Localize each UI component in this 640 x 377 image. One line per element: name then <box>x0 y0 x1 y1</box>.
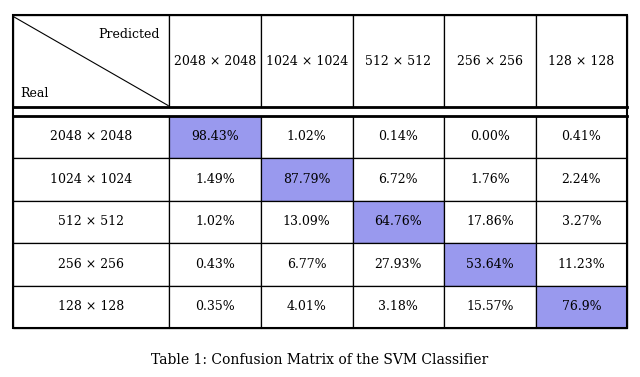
Bar <box>13 15 627 328</box>
Bar <box>13 285 170 328</box>
Text: 27.93%: 27.93% <box>374 258 422 271</box>
Text: 1024 × 1024: 1024 × 1024 <box>50 173 132 186</box>
Text: 128 × 128: 128 × 128 <box>58 300 124 313</box>
Bar <box>170 201 261 243</box>
Bar <box>353 201 444 243</box>
Bar <box>536 116 627 158</box>
Text: 13.09%: 13.09% <box>283 215 331 228</box>
Text: 0.14%: 0.14% <box>378 130 419 144</box>
Text: 76.9%: 76.9% <box>562 300 601 313</box>
Text: 512 × 512: 512 × 512 <box>365 55 431 68</box>
Text: 17.86%: 17.86% <box>466 215 514 228</box>
Text: 128 × 128: 128 × 128 <box>548 55 614 68</box>
Text: 0.41%: 0.41% <box>561 130 602 144</box>
Text: 2048 × 2048: 2048 × 2048 <box>50 130 132 144</box>
Bar <box>536 158 627 201</box>
Text: 512 × 512: 512 × 512 <box>58 215 124 228</box>
Bar <box>536 15 627 107</box>
Text: 3.18%: 3.18% <box>378 300 419 313</box>
Text: 15.57%: 15.57% <box>466 300 514 313</box>
Text: 1024 × 1024: 1024 × 1024 <box>266 55 348 68</box>
Text: Table 1: Confusion Matrix of the SVM Classifier: Table 1: Confusion Matrix of the SVM Cla… <box>152 353 488 367</box>
Bar <box>13 15 170 107</box>
Bar <box>353 116 444 158</box>
Bar <box>170 243 261 285</box>
Bar <box>536 243 627 285</box>
Text: 1.02%: 1.02% <box>287 130 326 144</box>
Bar <box>261 285 353 328</box>
Text: 3.27%: 3.27% <box>562 215 601 228</box>
Bar <box>170 15 261 107</box>
Text: 53.64%: 53.64% <box>466 258 514 271</box>
Text: 0.43%: 0.43% <box>195 258 235 271</box>
Bar <box>536 285 627 328</box>
Bar <box>261 116 353 158</box>
Bar <box>353 158 444 201</box>
Bar <box>261 158 353 201</box>
Bar <box>353 285 444 328</box>
Bar <box>444 201 536 243</box>
Text: Predicted: Predicted <box>99 28 160 41</box>
Bar <box>170 158 261 201</box>
Text: 1.02%: 1.02% <box>195 215 235 228</box>
Bar <box>353 243 444 285</box>
Text: 98.43%: 98.43% <box>191 130 239 144</box>
Text: 0.35%: 0.35% <box>195 300 235 313</box>
Text: 4.01%: 4.01% <box>287 300 327 313</box>
Text: 11.23%: 11.23% <box>557 258 605 271</box>
Bar <box>261 15 353 107</box>
Text: 0.00%: 0.00% <box>470 130 510 144</box>
Bar <box>13 116 170 158</box>
Text: 1.49%: 1.49% <box>195 173 235 186</box>
Bar <box>13 158 170 201</box>
Bar <box>444 158 536 201</box>
Text: 6.72%: 6.72% <box>378 173 418 186</box>
Bar <box>444 285 536 328</box>
Bar <box>13 201 170 243</box>
Text: Real: Real <box>20 87 49 100</box>
Bar <box>444 15 536 107</box>
Text: 2.24%: 2.24% <box>562 173 601 186</box>
Bar <box>170 285 261 328</box>
Text: 256 × 256: 256 × 256 <box>58 258 124 271</box>
Text: 6.77%: 6.77% <box>287 258 326 271</box>
Text: 87.79%: 87.79% <box>283 173 330 186</box>
Text: 64.76%: 64.76% <box>374 215 422 228</box>
Bar <box>170 116 261 158</box>
Bar <box>444 243 536 285</box>
Bar <box>261 243 353 285</box>
Text: 256 × 256: 256 × 256 <box>457 55 523 68</box>
Bar <box>13 243 170 285</box>
Bar <box>261 201 353 243</box>
Bar <box>353 15 444 107</box>
Bar <box>536 201 627 243</box>
Text: 1.76%: 1.76% <box>470 173 509 186</box>
Bar <box>444 116 536 158</box>
Text: 2048 × 2048: 2048 × 2048 <box>174 55 257 68</box>
